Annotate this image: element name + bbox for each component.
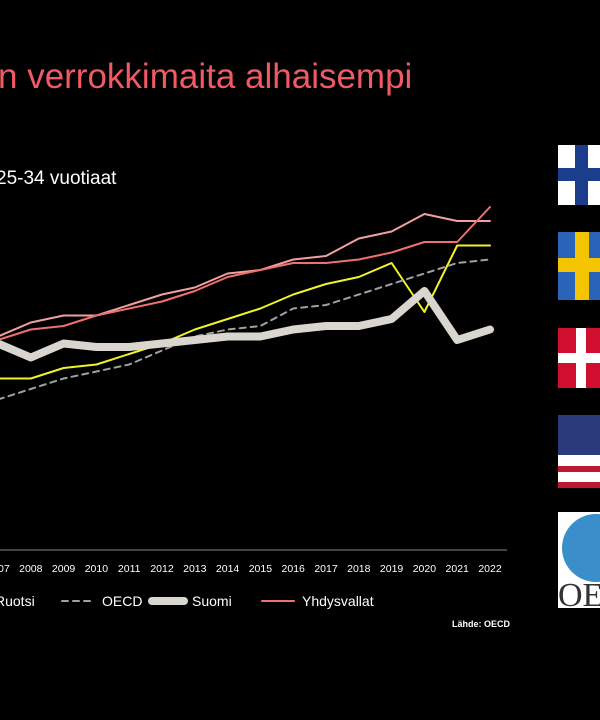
x-tick-label: 2018	[347, 563, 371, 575]
x-tick-label: 2017	[314, 563, 338, 575]
legend-label: Yhdysvallat	[302, 593, 374, 609]
series-line	[0, 258, 491, 400]
flag-usa	[558, 415, 600, 488]
flag-denmark	[558, 328, 600, 388]
oecd-logo: OECD	[558, 512, 600, 614]
x-tick-label: 2012	[150, 563, 174, 575]
x-tick-label: 2011	[118, 563, 141, 575]
x-tick-label: 2016	[282, 563, 306, 575]
flag-finland	[558, 145, 600, 205]
series-line	[0, 206, 491, 341]
chart-title: n verrokkimaita alhaisempi	[0, 57, 412, 96]
x-tick-label: 2015	[249, 563, 273, 575]
x-tick-label: 2008	[19, 563, 43, 575]
x-tick-label: 2014	[216, 563, 240, 575]
series-line	[0, 244, 491, 380]
x-tick-label: 2013	[183, 563, 207, 575]
logo-text: OECD	[558, 577, 600, 614]
x-tick-label: 2007	[0, 563, 10, 575]
source: Lähde: OECD	[452, 619, 511, 629]
legend-label: Suomi	[192, 593, 232, 609]
x-tick-label: 2022	[478, 563, 502, 575]
x-tick-label: 2019	[380, 563, 404, 575]
x-tick-label: 2020	[413, 563, 437, 575]
series-line	[0, 287, 494, 362]
legend-label: OECD	[102, 593, 142, 609]
series-line	[0, 213, 491, 337]
legend-label: Ruotsi	[0, 593, 35, 609]
x-tick-label: 2009	[52, 563, 76, 575]
chart-subtitle: 25-34 vuotiaat	[0, 168, 117, 189]
flag-sweden	[558, 232, 600, 300]
x-tick-label: 2010	[85, 563, 109, 575]
x-tick-label: 2021	[446, 563, 470, 575]
